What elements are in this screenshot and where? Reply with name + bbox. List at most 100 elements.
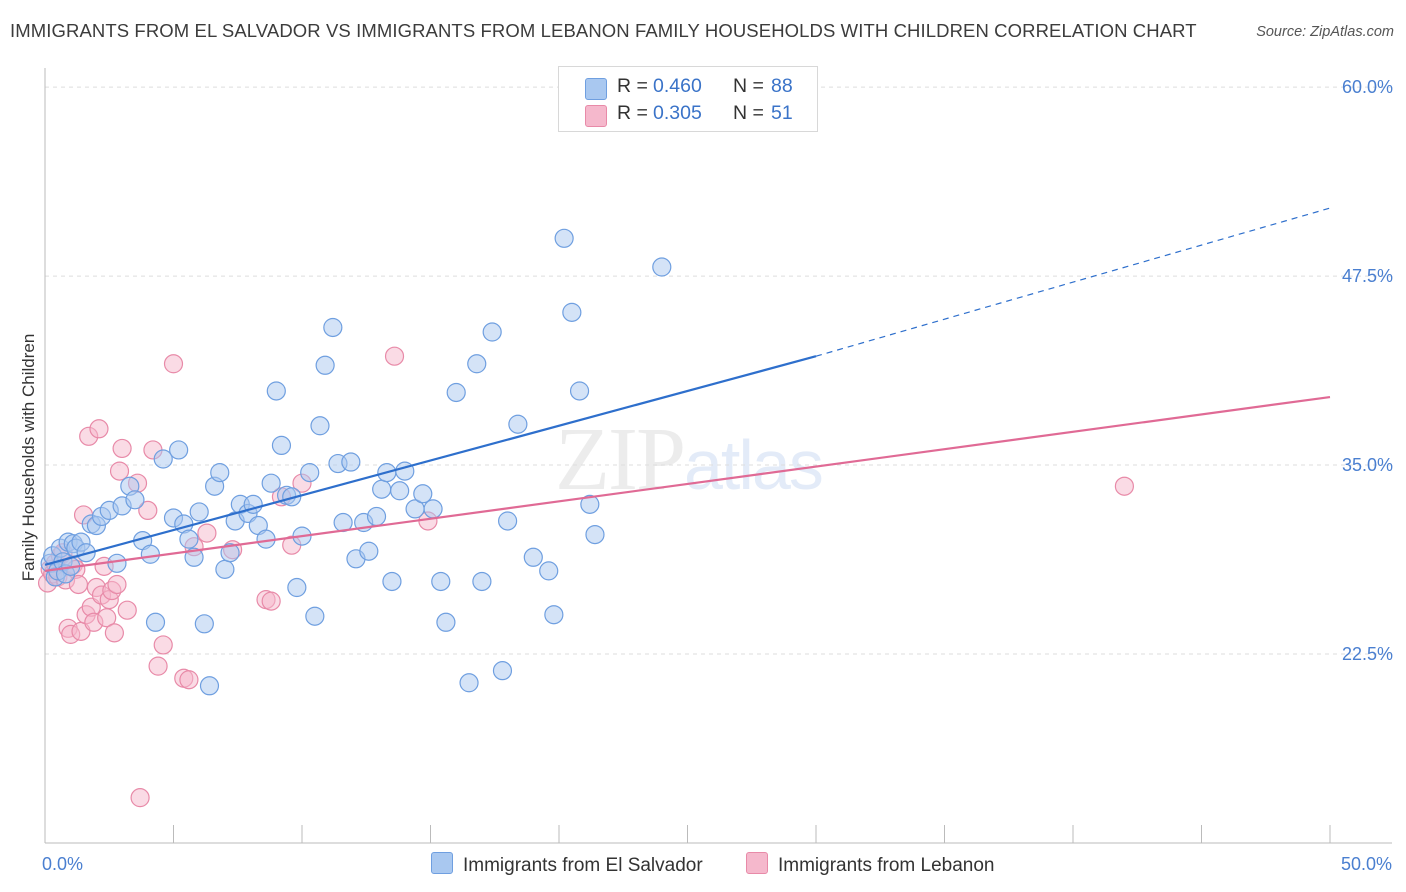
x-tick-label: 0.0% — [42, 854, 83, 874]
el-salvador-point — [359, 541, 379, 561]
el-salvador-point — [145, 612, 166, 632]
el-salvador-point — [436, 612, 456, 632]
el-salvador-point — [125, 490, 145, 510]
el-salvador-point — [140, 544, 160, 564]
lebanon-trend-line — [44, 395, 1331, 572]
el-salvador-point — [310, 416, 330, 436]
x-tick-label: 50.0% — [1341, 854, 1392, 874]
el-salvador-point — [390, 481, 410, 501]
y-tick-label: 60.0% — [1342, 77, 1393, 97]
el-salvador-point — [382, 571, 402, 592]
el-salvador-point — [413, 484, 433, 504]
lebanon-point — [117, 600, 137, 620]
axes — [44, 68, 1392, 844]
el-salvador-point — [271, 435, 292, 456]
bottom-legend-label: Immigrants from El Salvador — [463, 855, 703, 876]
el-salvador-point — [492, 661, 513, 681]
y-tick-label: 35.0% — [1342, 455, 1393, 475]
el-salvador-point — [194, 614, 214, 634]
bottom-legend-swatch-blue — [431, 852, 453, 874]
el-salvador-point — [366, 506, 387, 527]
lebanon-point — [107, 574, 127, 595]
bottom-legend-el-salvador: Immigrants from El Salvador — [431, 852, 703, 877]
el-salvador-point — [261, 473, 281, 493]
el-salvador-point — [372, 479, 392, 499]
gridlines — [45, 86, 1392, 655]
el-salvador-point — [323, 317, 343, 338]
el-salvador-point — [153, 449, 173, 469]
el-salvador-point — [266, 381, 286, 401]
el-salvador-point — [498, 511, 518, 531]
el-salvador-point — [580, 494, 600, 514]
lebanon-point — [109, 461, 130, 481]
el-salvador-point — [544, 605, 564, 625]
bottom-legend-lebanon: Immigrants from Lebanon — [746, 852, 995, 877]
lebanon-point — [104, 623, 124, 643]
legend-n-label: N = — [733, 75, 764, 97]
legend-r-value: 0.305 — [653, 102, 702, 124]
el-salvador-point — [482, 322, 502, 342]
stats-legend: R = 0.460 N = 88 R = 0.305 N = 51 — [558, 66, 818, 132]
legend-r-label: R = — [617, 102, 648, 124]
el-salvador-point — [315, 355, 335, 375]
el-salvador-point — [562, 302, 582, 322]
lebanon-point — [138, 500, 158, 521]
el-salvador-point — [539, 561, 559, 581]
el-salvador-point — [446, 382, 466, 403]
axis-labels: 22.5% 35.0% 47.5% 60.0% 0.0% 50.0% Family Hous… — [19, 77, 1393, 874]
bottom-legend-swatch-pink — [746, 852, 768, 874]
legend-swatch-blue — [585, 78, 607, 100]
el-salvador-point — [652, 257, 672, 277]
el-salvador-point — [423, 499, 443, 519]
chart-title: IMMIGRANTS FROM EL SALVADOR VS IMMIGRANT… — [10, 20, 1197, 41]
lebanon-point — [384, 346, 405, 366]
el-salvador-trend-line — [44, 355, 817, 566]
el-salvador-point — [467, 354, 487, 374]
legend-n-value: 88 — [771, 75, 793, 97]
legend-swatch-pink — [585, 105, 607, 127]
el-salvador-point — [508, 414, 528, 434]
el-salvador-point — [300, 463, 320, 483]
lebanon-point — [261, 591, 281, 611]
lebanon-points — [37, 346, 1135, 808]
el-salvador-point — [199, 676, 220, 696]
el-salvador-point — [585, 524, 605, 545]
lebanon-point — [179, 670, 199, 690]
trend-lines — [44, 207, 1331, 572]
el-salvador-point — [282, 487, 302, 507]
y-tick-label: 22.5% — [1342, 644, 1393, 664]
lebanon-point — [130, 788, 150, 808]
el-salvador-point — [189, 502, 209, 522]
lebanon-point — [89, 419, 109, 439]
source-note: Source: ZipAtlas.com — [1256, 24, 1394, 40]
el-salvador-point — [287, 577, 307, 598]
legend-n-value: 51 — [771, 102, 793, 124]
el-salvador-point — [472, 571, 492, 592]
lebanon-point — [197, 523, 217, 543]
lebanon-point — [148, 656, 168, 676]
legend-r-value: 0.460 — [653, 75, 702, 97]
el-salvador-point — [210, 463, 230, 483]
el-salvador-point — [554, 228, 574, 248]
el-salvador-point — [341, 452, 361, 472]
lebanon-point — [1114, 476, 1135, 496]
el-salvador-point — [459, 673, 479, 693]
el-salvador-point — [305, 606, 325, 626]
el-salvador-point — [107, 553, 127, 573]
lebanon-point — [163, 354, 184, 374]
legend-r-label: R = — [617, 75, 648, 97]
legend-n-label: N = — [733, 102, 764, 124]
el-salvador-point — [569, 381, 590, 401]
bottom-legend-label: Immigrants from Lebanon — [778, 855, 995, 876]
el-salvador-point — [523, 547, 543, 567]
y-axis-label: Family Households with Children — [19, 334, 38, 582]
lebanon-point — [153, 635, 173, 655]
lebanon-point — [112, 438, 132, 459]
el-salvador-point — [220, 543, 240, 563]
el-salvador-point — [431, 571, 451, 592]
el-salvador-point — [215, 559, 235, 579]
el-salvador-point — [169, 440, 189, 460]
el-salvador-point — [179, 529, 199, 549]
el-salvador-points — [40, 228, 672, 696]
